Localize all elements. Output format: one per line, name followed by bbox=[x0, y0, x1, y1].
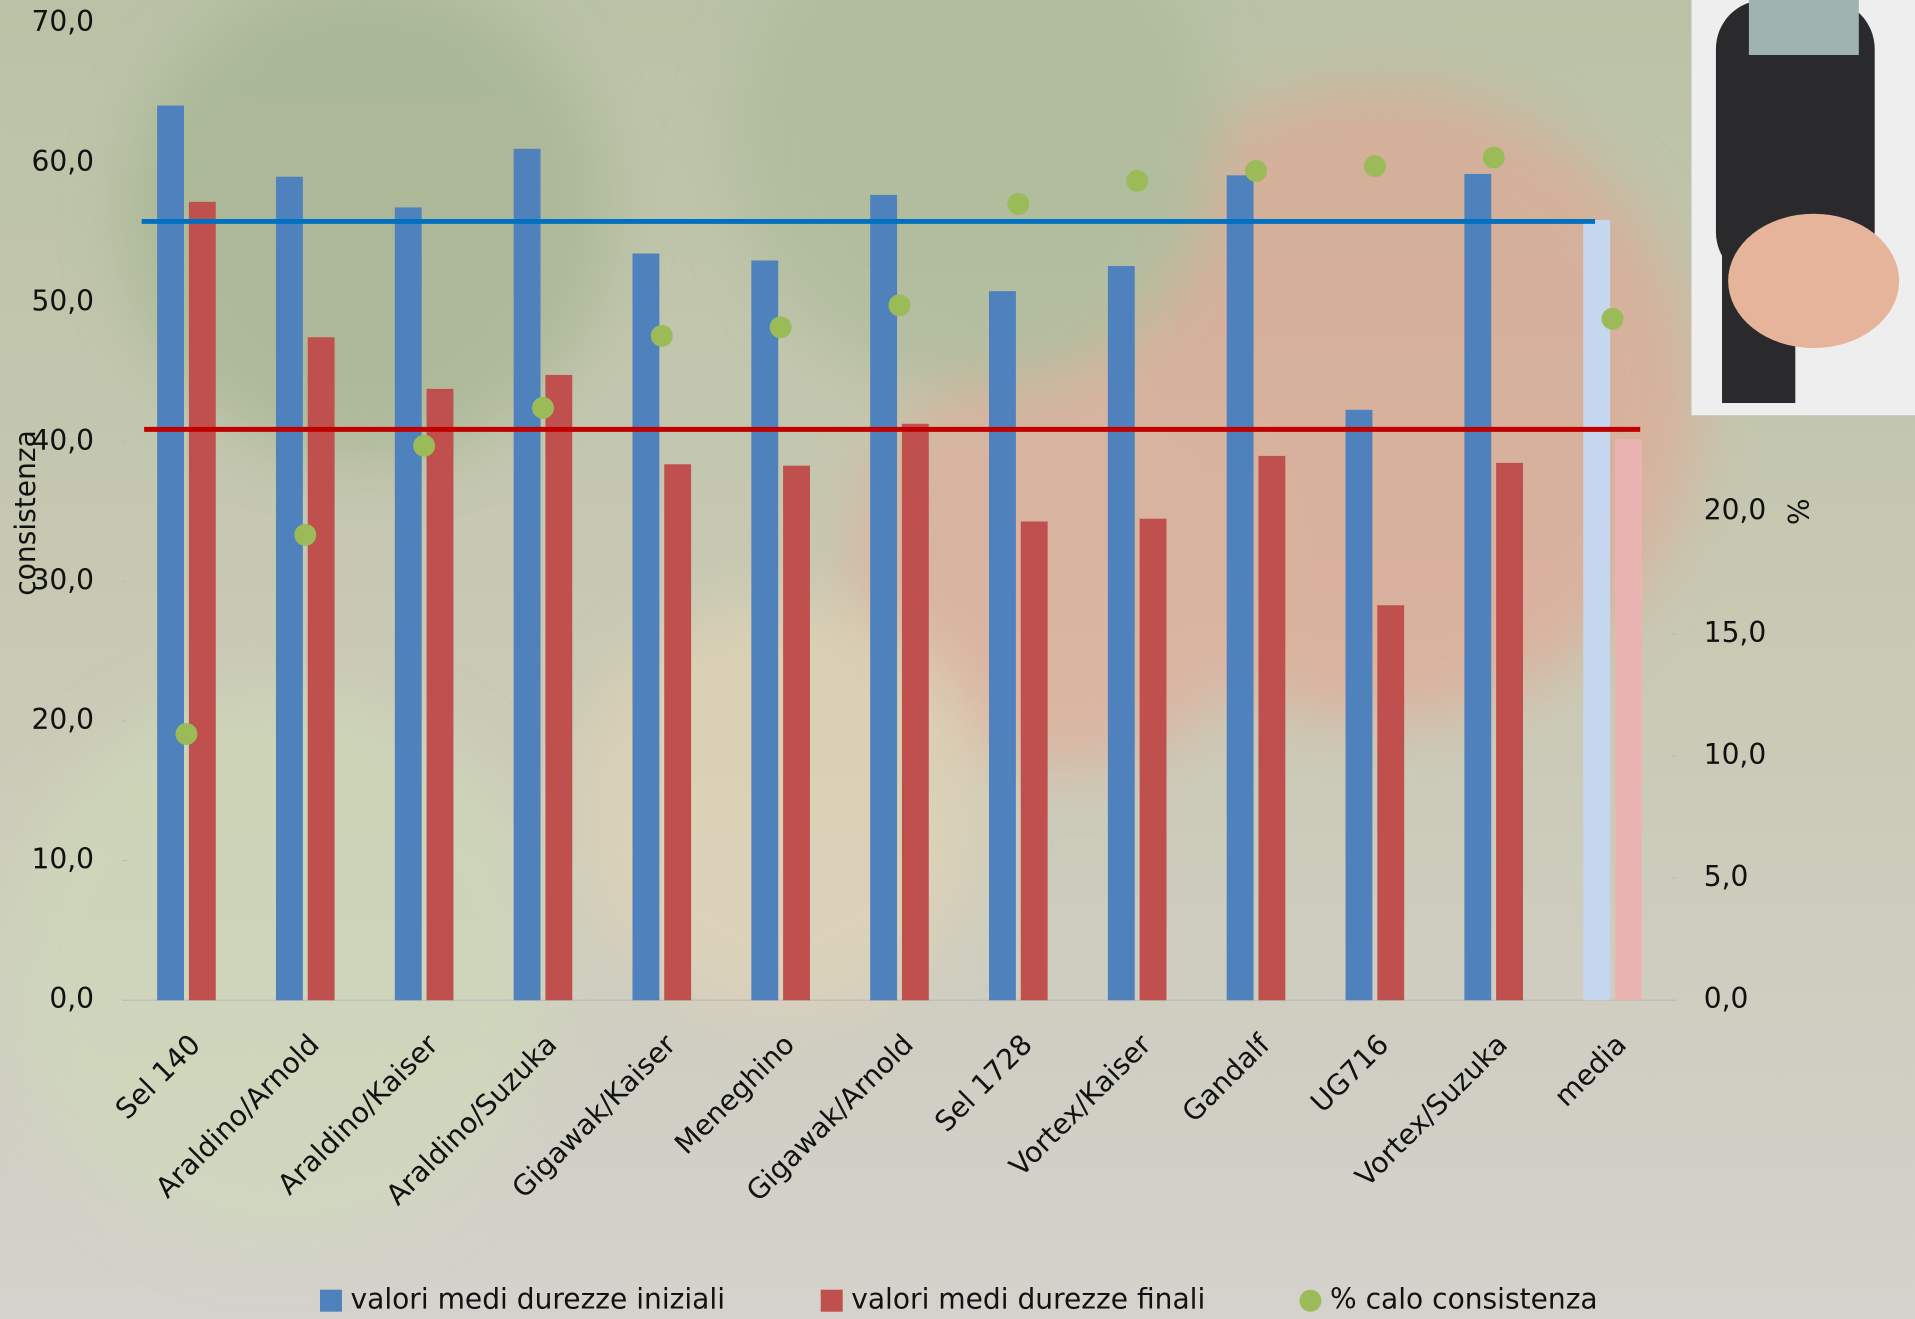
dot bbox=[769, 316, 792, 339]
bar bbox=[426, 388, 454, 1001]
y2-axis-label: % bbox=[1780, 498, 1813, 525]
legend-swatch bbox=[319, 1289, 342, 1312]
dot bbox=[1126, 169, 1149, 192]
y2-tick-label: 0,0 bbox=[1704, 982, 1749, 1015]
y-axis-label: consistenza bbox=[9, 430, 42, 595]
y-tick-label: 10,0 bbox=[32, 843, 95, 876]
dot bbox=[650, 324, 673, 347]
dot bbox=[531, 396, 554, 419]
dot bbox=[1007, 192, 1030, 215]
legend-label: % calo consistenza bbox=[1330, 1283, 1598, 1316]
y-tick-label: 0,0 bbox=[49, 982, 94, 1015]
bar bbox=[664, 464, 692, 1001]
legend-label: valori medi durezze finali bbox=[851, 1283, 1205, 1316]
dot bbox=[175, 723, 198, 745]
dot bbox=[1363, 155, 1386, 178]
bar bbox=[989, 291, 1016, 1001]
bar bbox=[1496, 462, 1524, 1001]
legend-label: valori medi durezze iniziali bbox=[351, 1283, 726, 1316]
bar bbox=[1614, 439, 1642, 1001]
bar bbox=[751, 260, 779, 1001]
bar bbox=[275, 176, 303, 1001]
bar bbox=[1107, 266, 1135, 1001]
device-photo bbox=[1691, 0, 1915, 416]
y2-tick-label: 5,0 bbox=[1704, 860, 1749, 893]
y-tick-label: 50,0 bbox=[32, 284, 95, 317]
legend-swatch bbox=[1299, 1289, 1322, 1312]
bar bbox=[901, 423, 929, 1001]
bar bbox=[307, 337, 335, 1001]
bar bbox=[870, 194, 898, 1001]
y2-tick-label: 10,0 bbox=[1704, 738, 1767, 771]
bar bbox=[188, 201, 216, 1001]
y2-tick-label: 20,0 bbox=[1704, 494, 1767, 527]
bar bbox=[1139, 518, 1167, 1001]
bar bbox=[157, 105, 184, 1001]
dot bbox=[294, 523, 317, 546]
bar bbox=[632, 253, 660, 1001]
background-photo bbox=[0, 0, 1698, 1246]
bar bbox=[1258, 455, 1286, 1001]
bar bbox=[1583, 220, 1611, 1001]
y-tick-label: 20,0 bbox=[32, 703, 95, 736]
dot bbox=[888, 294, 911, 317]
dot bbox=[1482, 146, 1505, 169]
dot bbox=[1245, 159, 1268, 182]
y-tick-label: 60,0 bbox=[32, 145, 95, 178]
legend-swatch bbox=[820, 1289, 843, 1312]
bar bbox=[1377, 605, 1405, 1001]
y-tick-label: 40,0 bbox=[32, 424, 95, 457]
bar bbox=[1226, 175, 1254, 1001]
bar bbox=[394, 207, 422, 1001]
y2-tick-label: 15,0 bbox=[1704, 616, 1767, 649]
bar bbox=[1464, 173, 1492, 1001]
bar bbox=[783, 465, 810, 1001]
bar bbox=[1345, 409, 1373, 1001]
bar bbox=[513, 148, 541, 1001]
y-tick-label: 70,0 bbox=[32, 5, 95, 38]
bar bbox=[1020, 521, 1048, 1001]
bar bbox=[545, 374, 573, 1001]
dot bbox=[1601, 307, 1624, 330]
dot bbox=[413, 434, 436, 457]
y-tick-label: 30,0 bbox=[32, 564, 95, 597]
